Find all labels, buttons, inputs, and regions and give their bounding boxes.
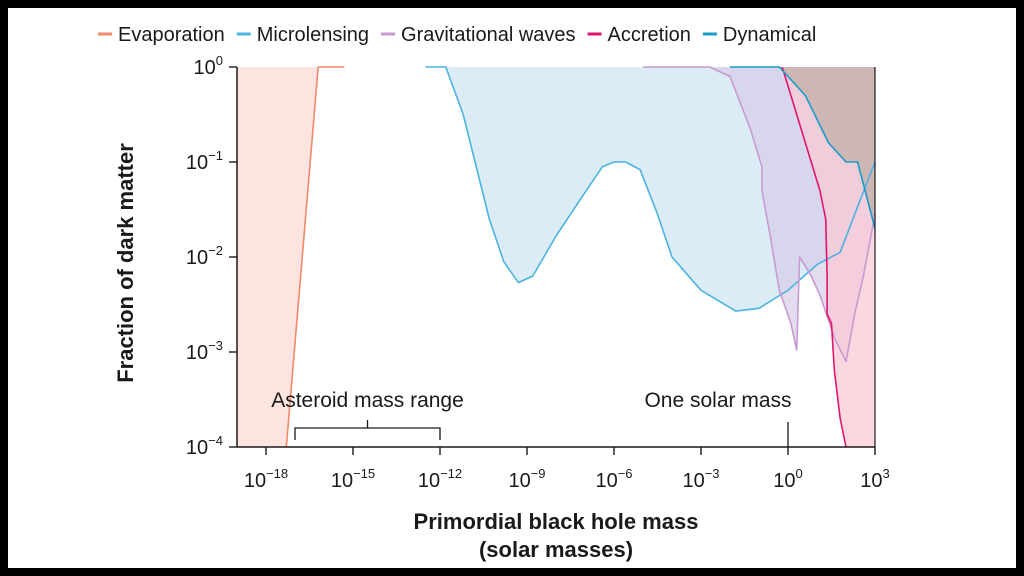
- area-evaporation: [237, 67, 319, 447]
- asteroid-label: Asteroid mass range: [271, 389, 464, 412]
- legend: Evaporation Microlensing Gravitational wav…: [98, 24, 816, 46]
- x-tick-label: 10−6: [595, 466, 632, 492]
- series-lines: [285, 66, 876, 448]
- y-tick-label: 10−1: [186, 148, 223, 174]
- line-gravitational-waves: [643, 66, 876, 363]
- annotations: Asteroid mass range One solar mass: [271, 389, 792, 448]
- chart-svg: Evaporation Microlensing Gravitational wav…: [98, 24, 890, 562]
- x-axis-title-line1: Primordial black hole mass: [414, 509, 699, 534]
- x-tick-label: 10−9: [508, 466, 545, 492]
- line-microlensing: [425, 66, 876, 312]
- y-tick-label: 100: [194, 53, 223, 79]
- y-tick-label: 10−2: [186, 243, 223, 269]
- chart-frame: Evaporation Microlensing Gravitational wav…: [8, 8, 1016, 568]
- axes: 10−18 10−15 10−12 10−9 10−6 10−3 100 103 100 10−1…: [186, 53, 890, 492]
- line-accretion: [781, 66, 847, 448]
- x-tick-label: 103: [860, 466, 889, 492]
- x-tick-label: 100: [773, 466, 802, 492]
- x-tick-label: 10−3: [682, 466, 719, 492]
- solar-mass-label: One solar mass: [644, 389, 791, 412]
- line-evaporation: [285, 66, 345, 448]
- x-axis-title-line2: (solar masses): [479, 537, 633, 562]
- asteroid-bracket: [294, 427, 441, 440]
- line-dynamical: [730, 66, 876, 229]
- legend-label-microlensing: Microlensing: [257, 24, 369, 46]
- x-tick-label: 10−18: [244, 466, 288, 492]
- legend-label-evaporation: Evaporation: [118, 24, 225, 46]
- x-tick-label: 10−12: [418, 466, 462, 492]
- area-dynamical: [779, 67, 875, 229]
- legend-label-dynamical: Dynamical: [723, 24, 816, 46]
- y-axis-title: Fraction of dark matter: [113, 143, 138, 383]
- x-tick-label: 10−15: [331, 466, 375, 492]
- legend-label-gravitational-waves: Gravitational waves: [401, 24, 576, 46]
- y-tick-label: 10−3: [186, 338, 223, 364]
- y-tick-label: 10−4: [186, 433, 223, 459]
- series-fills: [237, 67, 875, 447]
- legend-label-accretion: Accretion: [608, 24, 691, 46]
